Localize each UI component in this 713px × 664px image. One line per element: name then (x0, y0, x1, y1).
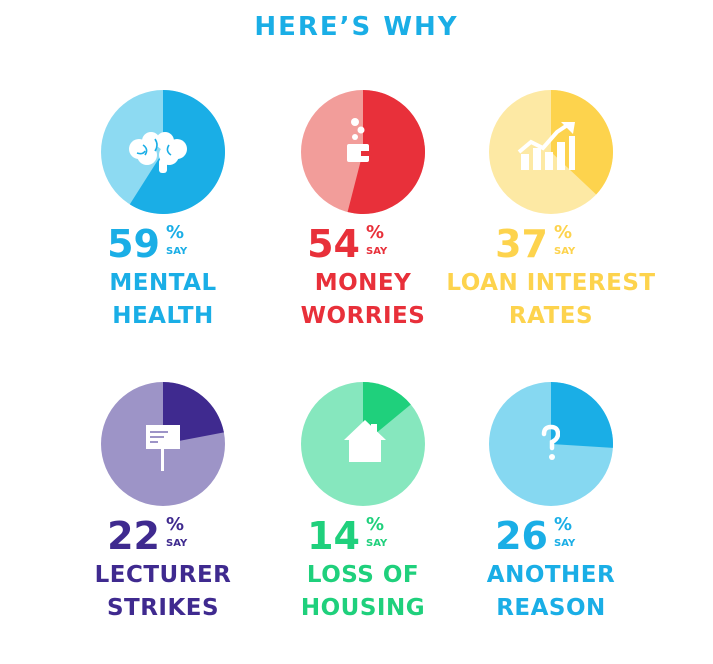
pie-money-worries (301, 90, 425, 214)
stat-mental-health: 59 % SAY MENTAL HEALTH (48, 90, 278, 332)
percent-sign: % (554, 514, 573, 535)
category-label-line2: RATES (508, 303, 594, 329)
percent-value: 22 (107, 514, 160, 558)
page-title: HERE’S WHY (254, 12, 459, 42)
percent-value: 54 (307, 222, 360, 266)
category-label-line2: HOUSING (300, 595, 426, 621)
say-label: SAY (166, 246, 188, 257)
category-label-line1: LECTURER (94, 562, 232, 588)
pie-loss-of-housing (301, 382, 425, 506)
category-label-line1: LOAN INTEREST (446, 270, 656, 296)
percent-sign: % (166, 514, 185, 535)
percent-sign: % (554, 222, 573, 243)
pie-value-slice (551, 382, 613, 448)
category-label-line1: MONEY (314, 270, 412, 296)
percent-sign: % (366, 514, 385, 535)
say-label: SAY (554, 538, 576, 549)
say-label: SAY (166, 538, 188, 549)
say-label: SAY (366, 538, 388, 549)
percent-sign: % (166, 222, 185, 243)
percent-value: 59 (107, 222, 160, 266)
category-label-line2: STRIKES (106, 595, 220, 621)
percent-value: 37 (495, 222, 548, 266)
percent-value: 26 (495, 514, 548, 558)
pie-another-reason (489, 382, 613, 506)
pie-value-slice (347, 90, 425, 214)
percent-sign: % (366, 222, 385, 243)
category-label-line2: HEALTH (112, 303, 214, 329)
category-label-line1: LOSS OF (306, 562, 420, 588)
category-label-line1: ANOTHER (486, 562, 616, 588)
percent-value: 14 (307, 514, 360, 558)
stat-lecturer-strikes: 22 % SAY LECTURER STRIKES (48, 382, 278, 624)
category-label-line2: REASON (496, 595, 606, 621)
say-label: SAY (366, 246, 388, 257)
say-label: SAY (554, 246, 576, 257)
category-label-line1: MENTAL (109, 270, 217, 296)
stat-loan-interest-rates: 37 % SAY LOAN INTEREST RATES (436, 90, 666, 332)
pie-value-slice (551, 90, 613, 195)
pie-lecturer-strikes (101, 382, 225, 506)
pie-mental-health (101, 90, 225, 214)
category-label-line2: WORRIES (300, 303, 426, 329)
stat-another-reason: 26 % SAY ANOTHER REASON (436, 382, 666, 624)
pie-loan-interest-rates (489, 90, 613, 214)
